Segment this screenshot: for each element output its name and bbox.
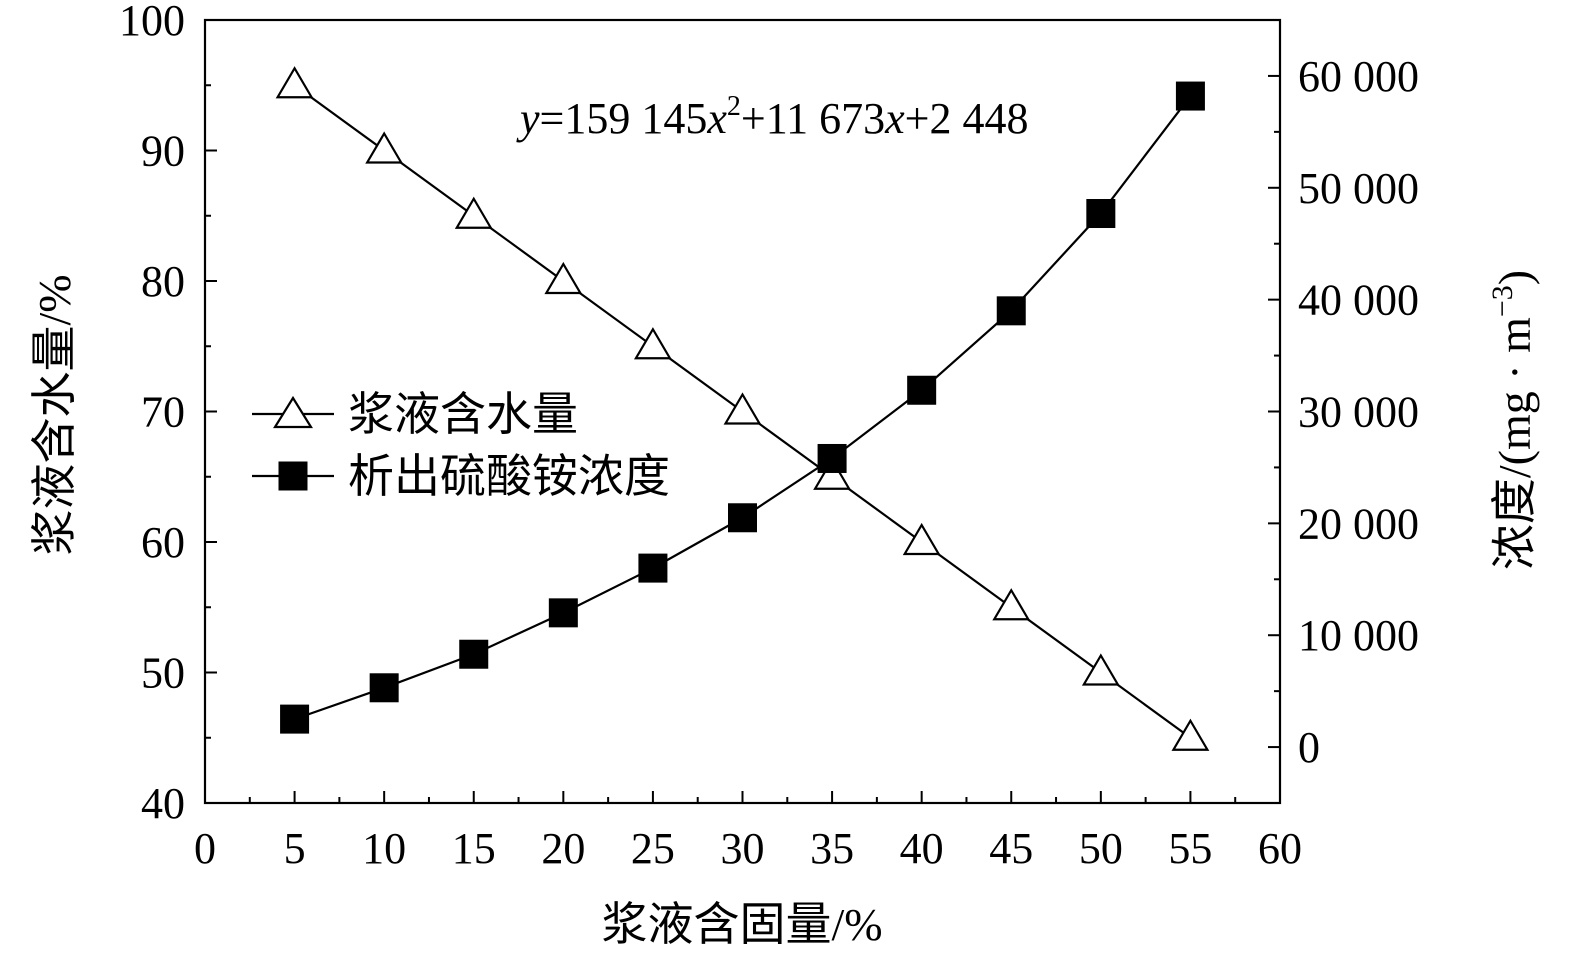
right-y-axis-title-close: ) [1489, 270, 1540, 285]
data-point-triangle [723, 392, 762, 425]
legend-item-water-content: 浆液含水量 [252, 389, 578, 440]
data-point-triangle [813, 457, 852, 490]
left-y-tick-label: 90 [141, 127, 185, 176]
legend: 浆液含水量 析出硫酸铵浓度 [252, 389, 670, 502]
left-y-tick-label: 70 [141, 388, 185, 437]
equation-plus1: + [741, 94, 766, 143]
legend-label-water-content: 浆液含水量 [348, 389, 578, 440]
x-axis-title: 浆液含固量/% [601, 899, 882, 950]
data-point-triangle [992, 588, 1031, 621]
right-y-axis-title: 浓度/(mg · m−3) [1486, 270, 1540, 570]
data-point-square [1175, 81, 1205, 111]
data-point-square [728, 503, 757, 533]
equation-exponent: 2 [727, 91, 741, 122]
left-y-tick-label: 80 [141, 257, 185, 306]
data-point-square [638, 553, 668, 583]
data-point-square [548, 598, 578, 628]
x-tick-label: 55 [1168, 824, 1212, 873]
equation-coef1: 11 673 [766, 94, 885, 143]
equation-y: y [516, 94, 540, 143]
data-point-triangle [1171, 718, 1210, 751]
data-point-square [817, 443, 847, 473]
data-point-triangle [544, 261, 583, 295]
data-point-triangle [365, 131, 404, 164]
series-layer [275, 66, 1210, 751]
x-tick-label: 40 [900, 824, 944, 873]
x-axis-ticks: 0 5 10 15 20 25 30 35 40 45 50 55 60 [194, 791, 1302, 873]
equation-plus2: + [905, 94, 930, 143]
x-tick-label: 35 [810, 824, 854, 873]
data-point-square [459, 639, 489, 669]
x-tick-label: 5 [284, 824, 306, 873]
legend-marker-triangle [273, 395, 313, 429]
equation-equals: = [540, 94, 565, 143]
data-point-triangle [454, 196, 493, 229]
series-water-content [275, 66, 1210, 751]
x-tick-label: 15 [452, 824, 496, 873]
data-point-triangle [1081, 653, 1120, 686]
right-y-tick-label: 60 000 [1298, 52, 1419, 101]
left-y-tick-label: 60 [141, 518, 185, 567]
left-y-tick-label: 40 [141, 779, 185, 828]
right-y-axis-title-main: 浓度/(mg · m [1489, 317, 1540, 570]
left-y-tick-label: 100 [119, 0, 185, 45]
right-y-tick-label: 0 [1298, 723, 1320, 772]
data-point-square [907, 375, 937, 405]
equation-x2: x [884, 94, 905, 143]
x-tick-label: 30 [721, 824, 765, 873]
data-point-square [996, 296, 1026, 326]
x-tick-label: 45 [989, 824, 1033, 873]
equation-x1: x [706, 94, 727, 143]
equation-const: 2 448 [929, 94, 1028, 143]
left-y-tick-label: 50 [141, 649, 185, 698]
x-tick-label: 60 [1258, 824, 1302, 873]
x-tick-label: 10 [362, 824, 406, 873]
right-y-tick-label: 10 000 [1298, 611, 1419, 660]
legend-marker-square [278, 461, 308, 491]
data-point-triangle [275, 66, 314, 99]
x-tick-label: 20 [541, 824, 585, 873]
data-point-square [369, 673, 399, 703]
equation-coef2: 159 145 [564, 94, 707, 143]
right-y-tick-label: 40 000 [1298, 276, 1419, 325]
right-y-tick-label: 20 000 [1298, 499, 1419, 548]
data-point-square [280, 704, 310, 734]
x-tick-label: 0 [194, 824, 216, 873]
left-y-axis-ticks: 40 50 60 70 80 90 100 [119, 0, 217, 828]
x-tick-label: 25 [631, 824, 675, 873]
right-y-tick-label: 50 000 [1298, 164, 1419, 213]
legend-item-ammonium-sulfate: 析出硫酸铵浓度 [252, 451, 670, 502]
left-y-axis-title: 浆液含水量/% [29, 274, 80, 555]
data-point-triangle [633, 327, 672, 360]
regression-equation: y=159 145x2+11 673x+2 448 [516, 91, 1028, 143]
right-y-axis-title-superscript: −3 [1486, 285, 1519, 317]
right-y-axis-ticks: 0 10 000 20 000 30 000 40 000 50 000 60 000 [1268, 19, 1419, 804]
data-point-square [1086, 199, 1116, 229]
series-ammonium-sulfate [280, 81, 1205, 734]
right-y-tick-label: 30 000 [1298, 388, 1419, 437]
data-point-triangle [902, 522, 941, 556]
x-tick-label: 50 [1079, 824, 1123, 873]
legend-label-ammonium-sulfate: 析出硫酸铵浓度 [348, 451, 670, 502]
